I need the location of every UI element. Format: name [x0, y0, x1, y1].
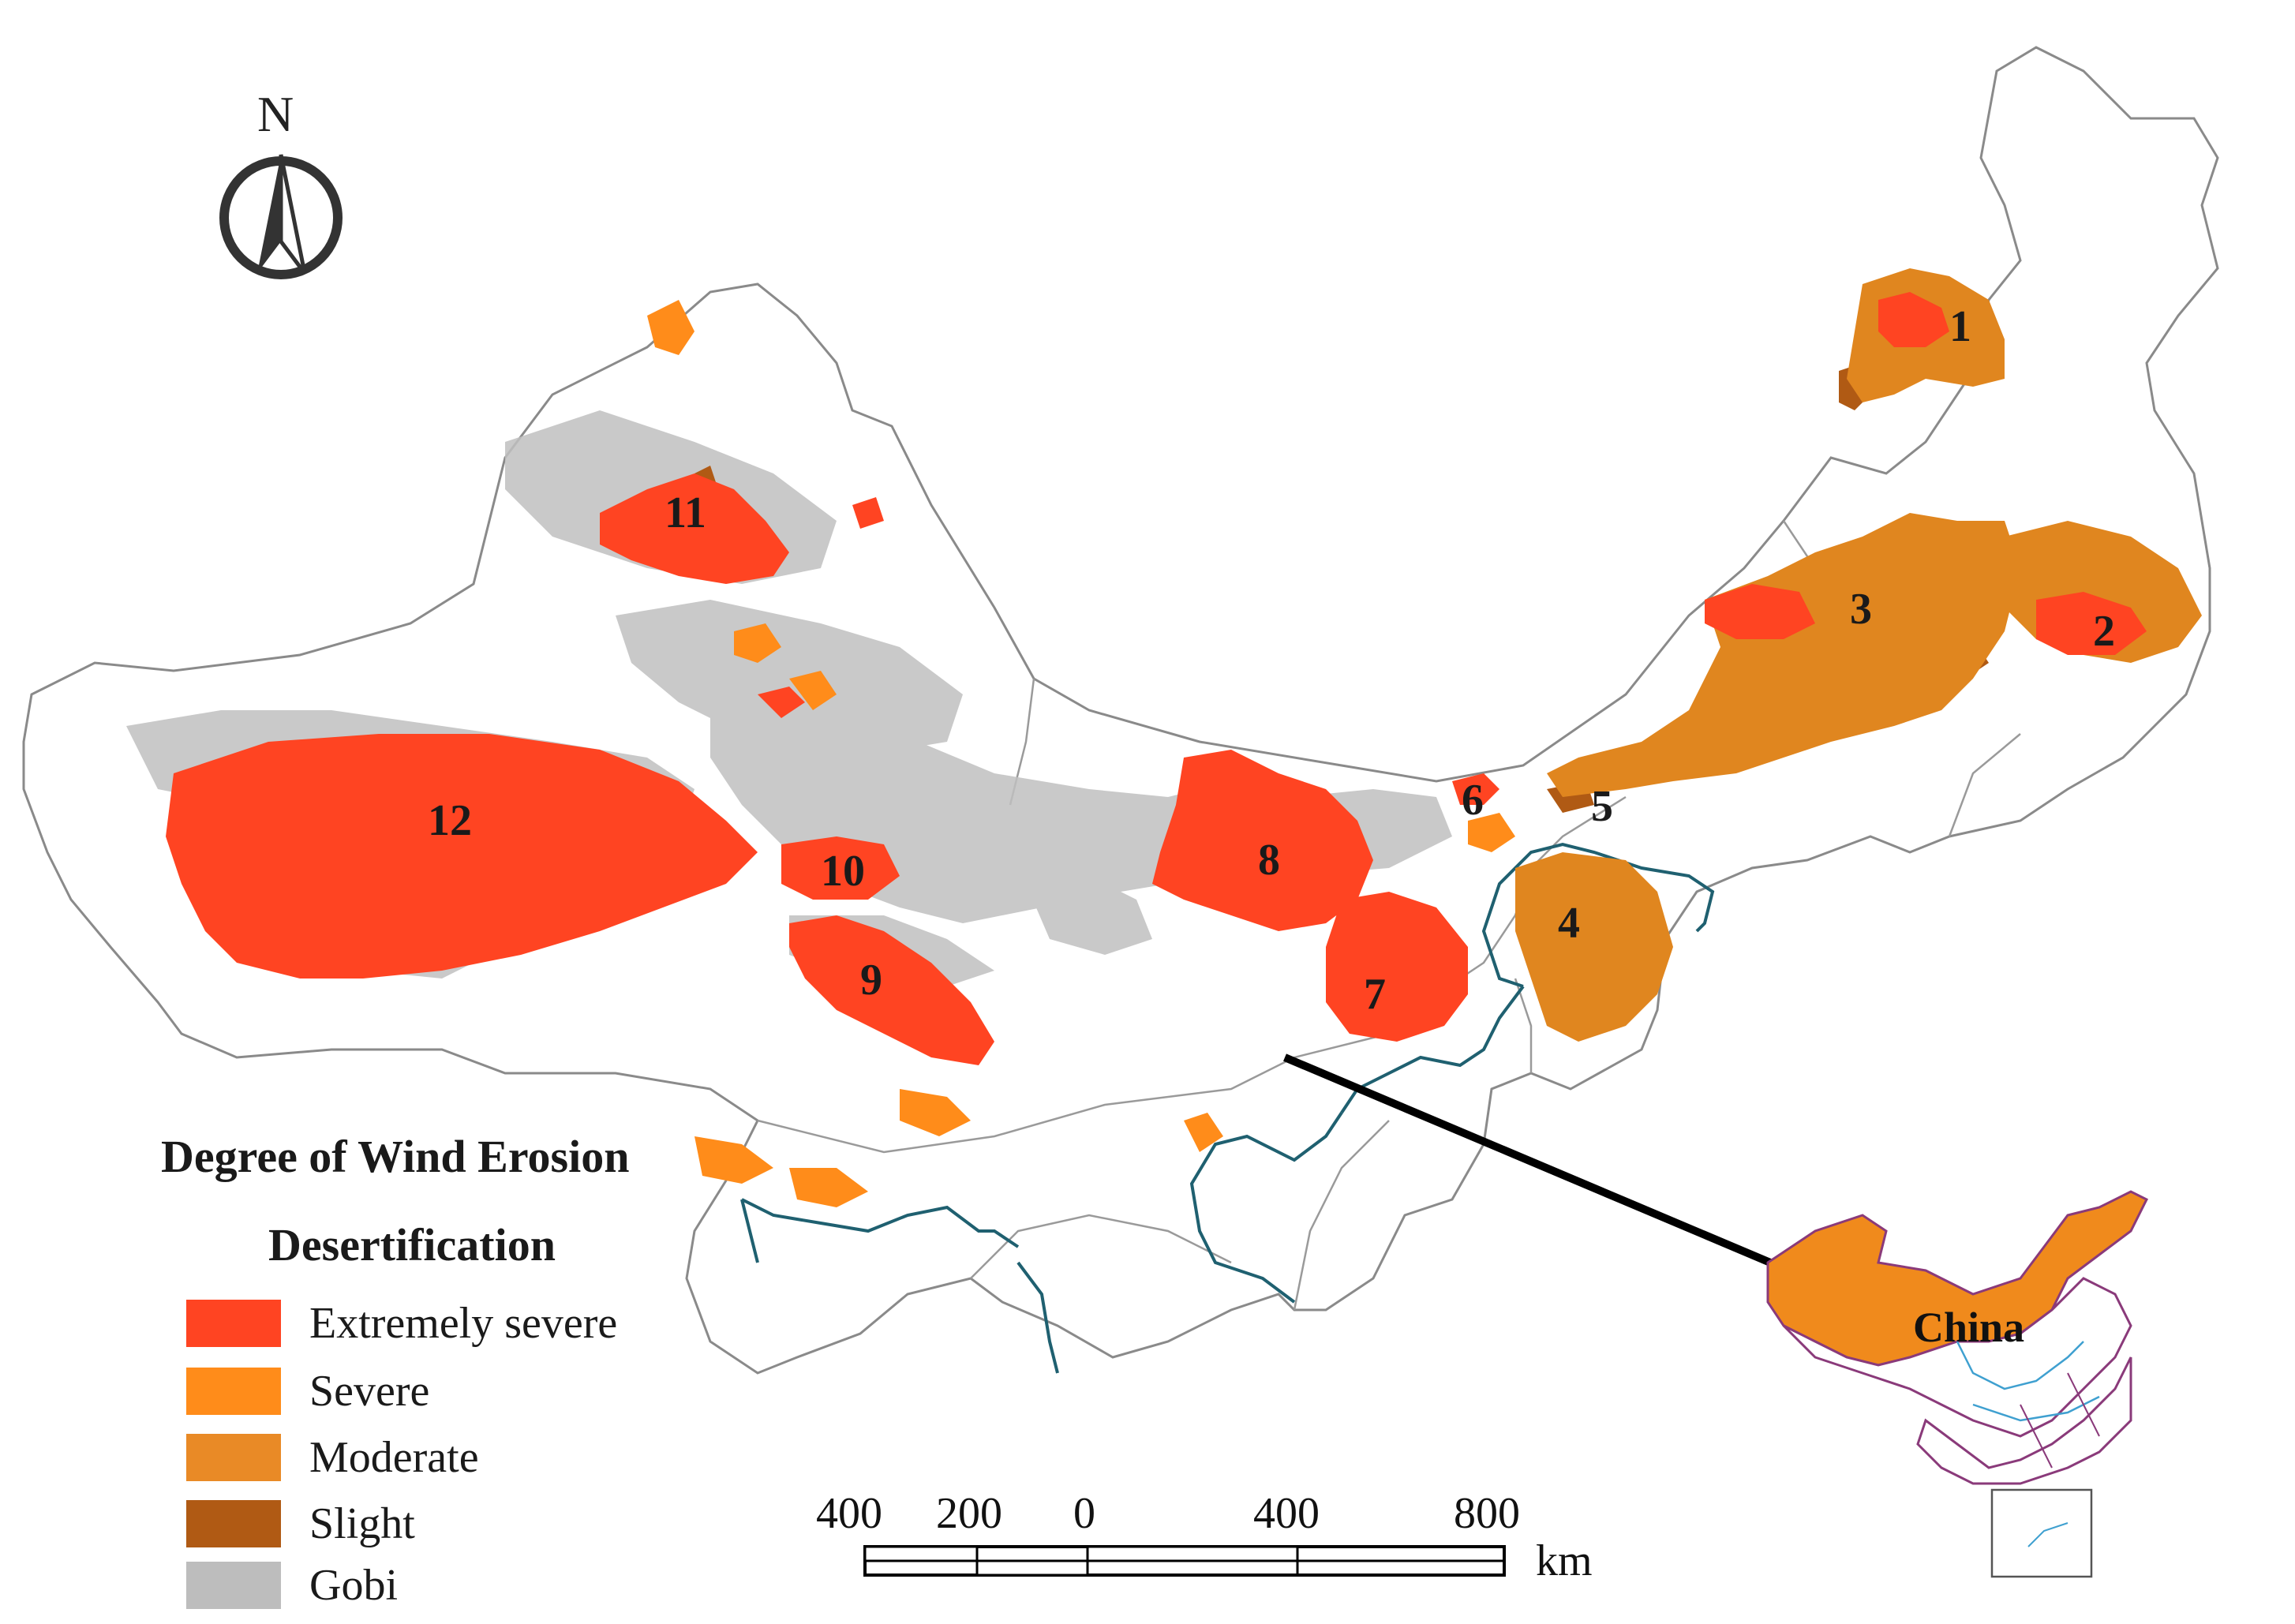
legend-label: Severe	[309, 1367, 430, 1416]
legend-swatch	[186, 1500, 281, 1547]
region-label-2: 2	[2093, 607, 2115, 656]
region-label-5: 5	[1591, 782, 1613, 831]
region-label-4: 4	[1558, 899, 1580, 948]
study-area-outline	[22, 46, 2219, 1375]
extremely-severe-areas	[166, 292, 2147, 1065]
legend-item-slight: Slight	[186, 1496, 415, 1551]
region-label-7: 7	[1364, 970, 1386, 1019]
region-label-1: 1	[1949, 302, 1971, 351]
scale-tick-0: 0	[1073, 1489, 1095, 1538]
region-label-10: 10	[821, 847, 865, 896]
legend-label: Slight	[309, 1499, 415, 1548]
legend-label: Moderate	[309, 1433, 479, 1482]
region-label-11: 11	[665, 488, 706, 537]
region-labels: 1 2 3 4 5 6 7 8 9 10 11 12	[428, 302, 2115, 1019]
north-arrow-icon	[219, 154, 343, 279]
legend-item-severe: Severe	[186, 1364, 429, 1419]
region-label-9: 9	[860, 956, 882, 1005]
north-label: N	[257, 86, 294, 142]
severe-areas	[647, 300, 1515, 1207]
legend-item-moderate: Moderate	[186, 1430, 479, 1485]
inset-china-label: China	[1913, 1304, 2024, 1351]
legend-item-extremely-severe: Extremely severe	[186, 1296, 617, 1351]
legend-swatch	[186, 1368, 281, 1415]
legend-title-line1: Degree of Wind Erosion	[161, 1131, 630, 1182]
region-label-8: 8	[1258, 836, 1280, 885]
region-label-12: 12	[428, 796, 472, 845]
legend-swatch	[186, 1434, 281, 1481]
scale-tick-800: 800	[1454, 1489, 1520, 1538]
legend-item-gobi: Gobi	[186, 1558, 398, 1613]
legend-label: Extremely severe	[309, 1299, 618, 1348]
inset-china-map: China	[1766, 1190, 2149, 1578]
legend-label: Gobi	[309, 1561, 398, 1610]
region-label-3: 3	[1850, 585, 1872, 634]
legend-title-line2: Desertification	[268, 1219, 556, 1270]
scale-tick-200: 200	[936, 1489, 1002, 1538]
region-label-6: 6	[1462, 776, 1484, 825]
legend-swatch	[186, 1300, 281, 1347]
scale-bar: 400 200 0 400 800 km	[816, 1489, 1593, 1585]
scale-tick-400-left: 400	[816, 1489, 882, 1538]
scale-unit: km	[1536, 1536, 1593, 1585]
scale-tick-400-right: 400	[1253, 1489, 1320, 1538]
legend-swatch	[186, 1562, 281, 1609]
